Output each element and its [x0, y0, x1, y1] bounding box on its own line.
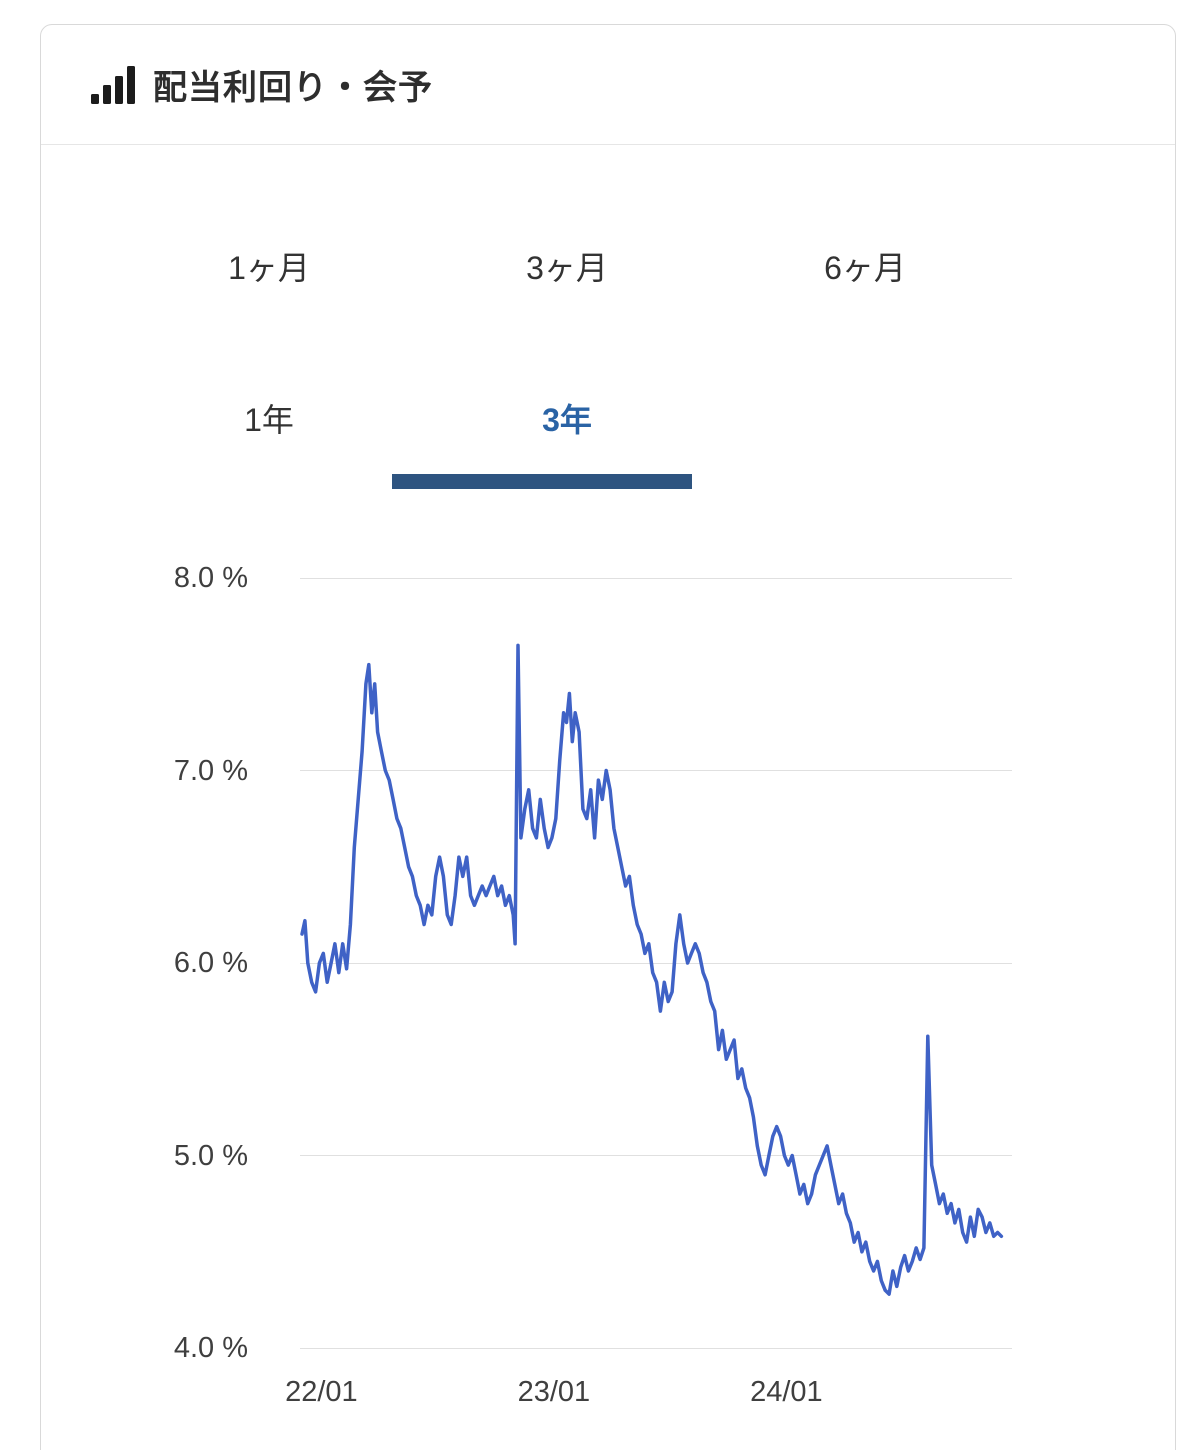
- active-tab-underline: [392, 474, 692, 489]
- tab-1-year[interactable]: 1年: [244, 402, 294, 438]
- tab-1-month[interactable]: 1ヶ月: [228, 250, 310, 286]
- bar-signal-icon: [91, 65, 135, 104]
- period-tabs-row-2: 1年 3年: [120, 390, 1016, 450]
- period-tabs-row-1: 1ヶ月 3ヶ月 6ヶ月: [120, 238, 1016, 298]
- tab-3-month[interactable]: 3ヶ月: [526, 250, 608, 286]
- tab-spacer: [716, 390, 1014, 450]
- card-title: 配当利回り・会予: [153, 69, 433, 107]
- tab-3-year[interactable]: 3年: [542, 402, 592, 438]
- card-header: 配当利回り・会予: [41, 25, 1175, 145]
- tab-6-month[interactable]: 6ヶ月: [824, 250, 906, 286]
